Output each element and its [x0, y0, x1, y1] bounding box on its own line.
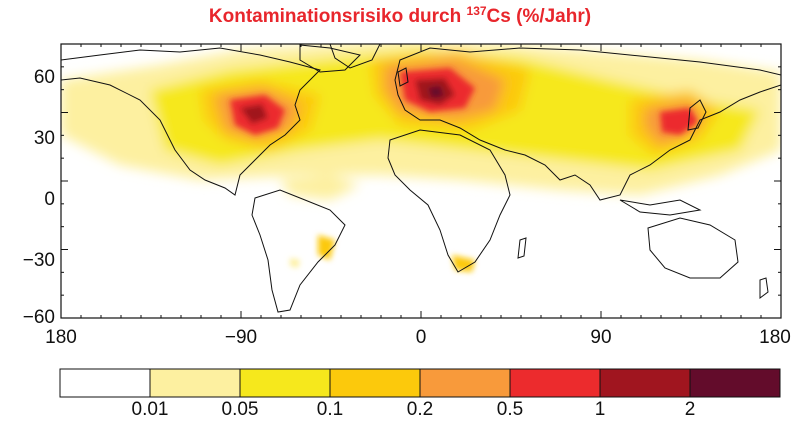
plot-minor-ticks: [60, 43, 782, 319]
colorbar-label: 2: [685, 399, 696, 420]
colorbar-swatch: [149, 368, 241, 398]
colorbar: [59, 368, 781, 398]
colorbar-label: 0.01: [132, 399, 169, 420]
contamination-field: [61, 44, 781, 272]
colorbar-label: 0.5: [497, 399, 523, 420]
x-tick-label: 180: [45, 327, 77, 348]
colorbar-swatch: [509, 368, 601, 398]
colorbar-swatch: [689, 368, 781, 398]
y-tick-label: 60: [34, 67, 55, 88]
y-tick-label: 0: [44, 189, 55, 210]
y-axis: 60 30 0 −30 −60: [23, 67, 55, 328]
colorbar-labels: 0.01 0.05 0.1 0.2 0.5 1 2: [132, 399, 696, 420]
coastlines: [61, 44, 781, 313]
colorbar-swatch: [329, 368, 421, 398]
colorbar-swatch: [59, 368, 151, 398]
y-tick-label: −30: [23, 250, 55, 271]
title-superscript: 137: [466, 4, 487, 18]
x-tick-label: −90: [225, 327, 257, 348]
colorbar-label: 0.1: [317, 399, 343, 420]
x-tick-label: 180: [759, 327, 791, 348]
colorbar-label: 0.05: [222, 399, 259, 420]
colorbar-swatch: [419, 368, 511, 398]
y-tick-label: 30: [34, 128, 55, 149]
colorbar-label: 1: [595, 399, 606, 420]
x-axis: 180 −90 0 90 180: [45, 327, 791, 348]
colorbar-swatch: [239, 368, 331, 398]
y-tick-label: −60: [23, 307, 55, 328]
title-suffix: Cs (%/Jahr): [486, 6, 592, 27]
map-title: Kontaminationsrisiko durch 137Cs (%/Jahr…: [0, 4, 800, 28]
x-tick-label: 0: [416, 327, 427, 348]
x-tick-label: 90: [590, 327, 611, 348]
title-prefix: Kontaminationsrisiko durch: [208, 6, 467, 27]
colorbar-swatch: [599, 368, 691, 398]
colorbar-label: 0.2: [407, 399, 433, 420]
